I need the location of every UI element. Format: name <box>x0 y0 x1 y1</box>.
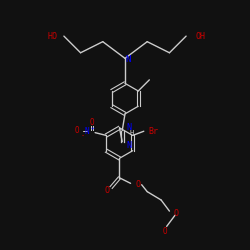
Text: Br: Br <box>148 127 158 136</box>
Text: N: N <box>127 141 132 150</box>
Text: N: N <box>84 127 89 136</box>
Text: O: O <box>90 118 95 128</box>
Text: H: H <box>130 130 134 136</box>
Text: N: N <box>127 123 132 132</box>
Text: N: N <box>125 55 130 64</box>
Text: O: O <box>135 180 140 189</box>
Text: O: O <box>174 210 179 218</box>
Text: O: O <box>163 228 168 236</box>
Text: OH: OH <box>195 32 205 40</box>
Text: -: - <box>80 132 85 138</box>
Text: O: O <box>104 186 110 195</box>
Text: +: + <box>90 125 94 130</box>
Text: HO: HO <box>48 32 58 40</box>
Text: O: O <box>75 126 79 135</box>
